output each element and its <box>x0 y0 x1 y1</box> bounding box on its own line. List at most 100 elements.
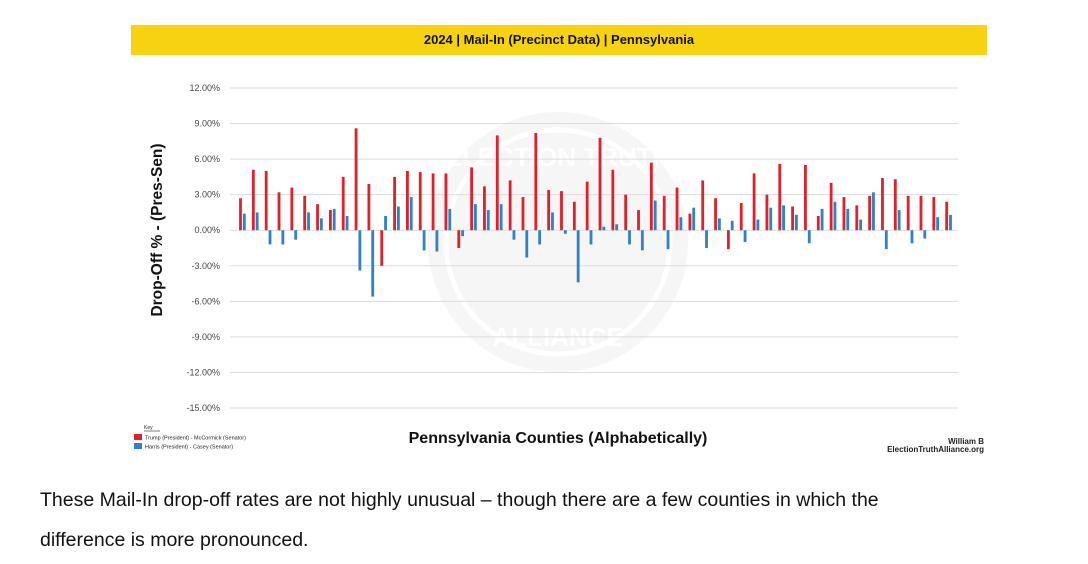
y-tick-label: 0.00% <box>194 225 220 235</box>
bar-harris <box>384 216 387 231</box>
legend-swatch-trump <box>134 434 142 440</box>
bar-trump <box>726 230 730 250</box>
bar-trump <box>662 195 666 231</box>
bar-trump <box>418 172 422 231</box>
bar-harris <box>872 192 875 231</box>
bar-harris <box>679 217 683 231</box>
bar-harris <box>345 216 349 231</box>
bar-trump <box>778 163 782 231</box>
bar-trump <box>688 213 692 231</box>
bar-trump <box>649 162 653 231</box>
bar-harris <box>371 230 375 297</box>
bar-trump <box>354 128 358 231</box>
bar-harris <box>461 230 465 237</box>
chart-area: ELECTION TRUTH ALLIANCE 12.00% 9.00% 6.00%… <box>134 83 984 454</box>
bar-trump <box>714 198 717 231</box>
bar-harris <box>692 207 696 231</box>
bar-harris <box>448 208 452 231</box>
caption-line-1: These Mail-In drop-off rates are not hig… <box>40 489 879 511</box>
bar-trump <box>598 137 602 231</box>
bar-trump <box>560 191 563 231</box>
y-tick-label: 12.00% <box>189 83 220 93</box>
bar-harris <box>307 212 310 231</box>
bar-harris <box>319 218 323 231</box>
y-tick-label: -12.00% <box>186 367 220 377</box>
caption-paragraph: These Mail-In drop-off rates are not hig… <box>40 480 1050 560</box>
bar-trump <box>816 216 820 231</box>
y-tick-label: 3.00% <box>194 190 220 200</box>
bar-harris <box>743 230 747 243</box>
legend-label-trump: Trump (President) - McCormick (Senator) <box>145 436 246 442</box>
bar-trump <box>277 192 281 231</box>
bar-harris <box>435 230 439 252</box>
watermark-text-top: ELECTION TRUTH <box>445 142 672 172</box>
bar-harris <box>782 205 785 231</box>
bar-harris <box>705 230 708 248</box>
bar-harris <box>949 214 952 231</box>
bar-harris <box>666 230 670 250</box>
bar-trump <box>804 165 807 231</box>
bar-trump <box>380 230 384 266</box>
bar-harris <box>910 230 914 244</box>
chart-title-banner: 2024 | Mail-In (Precinct Data) | Pennsyl… <box>131 25 987 55</box>
y-tick-label: -6.00% <box>191 296 220 306</box>
legend: Key Trump (President) - McCormick (Senat… <box>134 425 246 451</box>
credit: William B ElectionTruthAlliance.org <box>887 437 984 454</box>
bar-harris <box>512 230 516 240</box>
bar-trump <box>341 176 345 231</box>
bar-trump <box>637 210 640 231</box>
bar-trump <box>893 179 897 231</box>
bar-harris <box>255 212 259 231</box>
credit-site: ElectionTruthAlliance.org <box>887 445 984 454</box>
bar-trump <box>521 197 525 231</box>
bar-harris <box>332 208 336 231</box>
bars <box>239 128 952 297</box>
bar-trump <box>752 173 756 231</box>
bar-harris <box>756 219 760 231</box>
bar-harris <box>846 208 850 231</box>
bar-harris <box>730 220 734 231</box>
bar-trump <box>534 133 538 231</box>
bar-harris <box>820 208 824 231</box>
bar-harris <box>396 206 400 231</box>
bar-harris <box>936 217 940 231</box>
y-tick-label: -3.00% <box>191 261 220 271</box>
bar-trump <box>444 173 448 231</box>
bar-harris <box>795 214 798 231</box>
bar-harris <box>551 212 554 231</box>
bar-trump <box>470 167 474 231</box>
bar-trump <box>251 169 255 231</box>
y-tick-label: 6.00% <box>194 154 220 164</box>
y-tick-label: 9.00% <box>194 119 220 129</box>
bar-harris <box>859 219 863 231</box>
bar-harris <box>923 230 927 239</box>
caption-line-2: difference is more pronounced. <box>40 529 309 551</box>
bar-trump <box>431 173 435 231</box>
y-tick-label: -9.00% <box>191 332 220 342</box>
bar-harris <box>474 204 477 231</box>
bar-trump <box>483 186 486 231</box>
legend-label-harris: Harris (President) - Casey (Senator) <box>145 445 233 451</box>
bar-trump <box>457 230 461 248</box>
bar-harris <box>615 224 619 231</box>
bar-trump <box>881 178 884 231</box>
watermark-seal: ELECTION TRUTH ALLIANCE <box>428 112 688 372</box>
bar-harris <box>525 230 529 258</box>
legend-swatch-harris <box>134 443 142 449</box>
bar-trump <box>932 197 936 231</box>
x-axis-label: Pennsylvania Counties (Alphabetically) <box>409 430 708 447</box>
bar-trump <box>675 187 679 231</box>
bar-trump <box>303 195 307 231</box>
bar-harris <box>640 230 644 251</box>
bar-trump <box>239 198 242 231</box>
bar-trump <box>406 170 409 231</box>
bar-trump <box>791 206 794 231</box>
bar-trump <box>328 210 332 231</box>
bar-harris <box>884 230 888 250</box>
bar-harris <box>294 230 298 240</box>
bar-trump <box>547 189 551 231</box>
bar-harris <box>242 213 246 231</box>
bar-trump <box>855 205 859 231</box>
y-axis-label: Drop-Off % - (Pres-Sen) <box>149 143 166 316</box>
bar-harris <box>358 230 362 271</box>
